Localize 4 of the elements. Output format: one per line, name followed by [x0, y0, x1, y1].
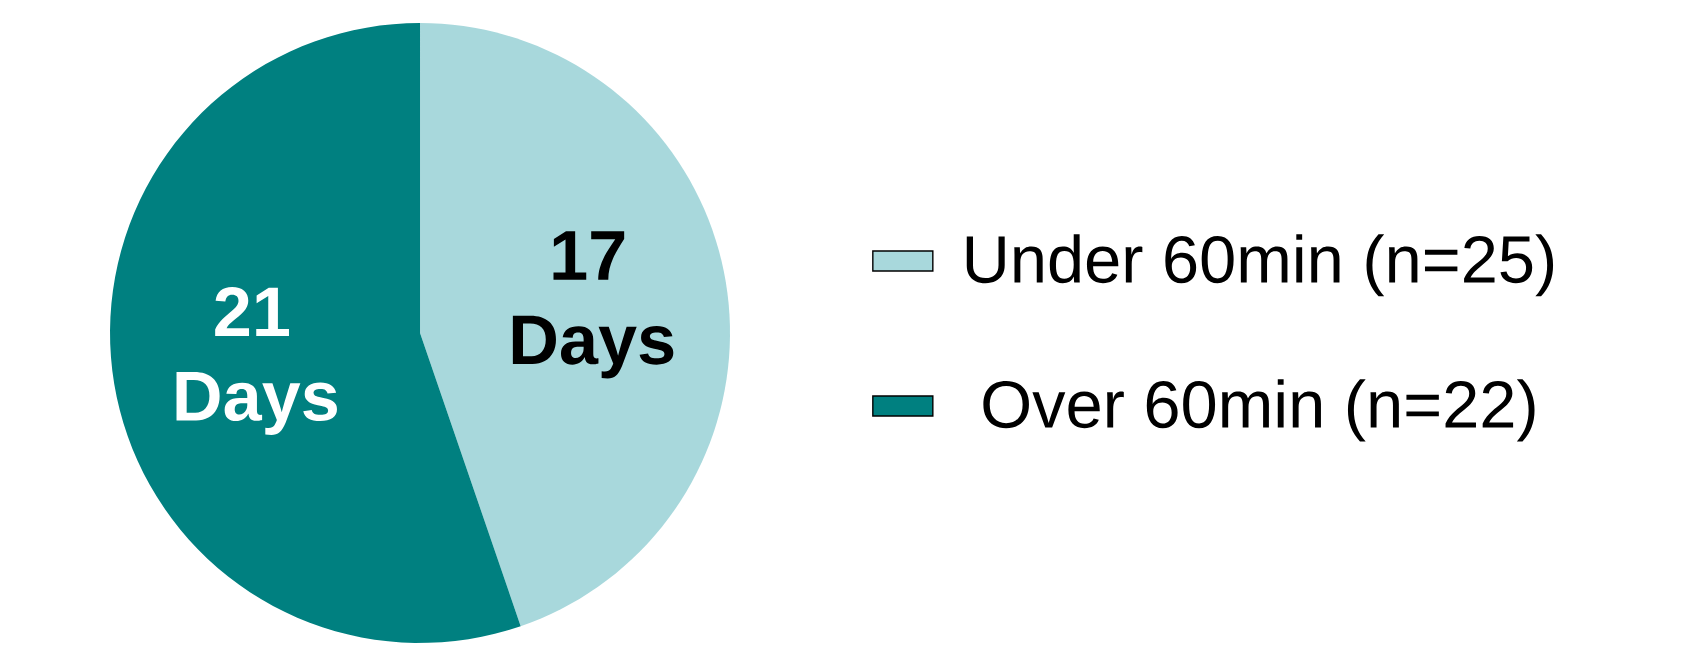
- data-label: 17 Days: [512, 231, 674, 379]
- data-label: 21 Days: [176, 287, 337, 436]
- legend-label: Under 60min (n=25): [966, 234, 1554, 297]
- legend-label: Over 60min (n=22): [983, 379, 1535, 442]
